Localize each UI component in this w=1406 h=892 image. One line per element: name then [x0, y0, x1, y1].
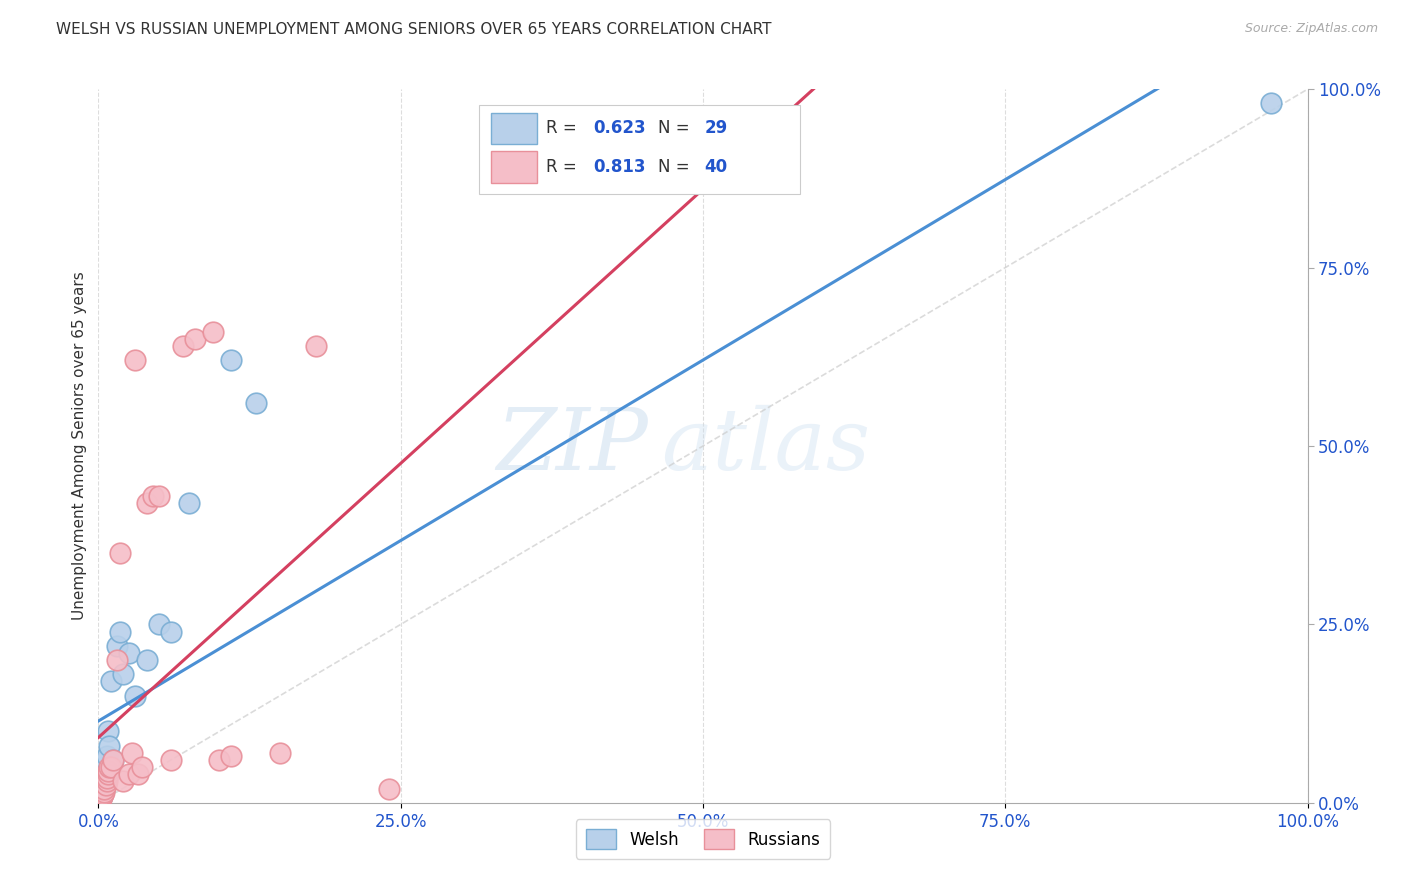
Point: [94, 778, 117, 792]
Point: [142, 489, 165, 503]
Point: [135, 496, 157, 510]
Point: [221, 749, 243, 764]
Point: [90, 790, 112, 805]
Point: [202, 325, 225, 339]
Point: [97, 767, 120, 781]
Legend: Welsh, Russians: Welsh, Russians: [576, 820, 830, 859]
Point: [108, 624, 131, 639]
Point: [96, 771, 118, 785]
Point: [97, 764, 120, 778]
Point: [93, 781, 115, 796]
Point: [89, 791, 111, 805]
Text: N =: N =: [658, 120, 695, 137]
Point: [111, 667, 134, 681]
Point: [100, 674, 122, 689]
Point: [90, 789, 112, 803]
Point: [98, 760, 121, 774]
Point: [135, 653, 157, 667]
Y-axis label: Unemployment Among Seniors over 65 years: Unemployment Among Seniors over 65 years: [72, 272, 87, 620]
Point: [93, 760, 115, 774]
Point: [100, 760, 122, 774]
Text: atlas: atlas: [661, 405, 870, 487]
Point: [90, 790, 112, 805]
Point: [97, 724, 120, 739]
FancyBboxPatch shape: [492, 152, 537, 183]
Point: [118, 646, 141, 660]
Point: [105, 653, 128, 667]
Point: [172, 339, 194, 353]
Point: [160, 624, 183, 639]
Point: [89, 793, 111, 807]
Point: [90, 792, 112, 806]
Point: [131, 760, 153, 774]
Point: [184, 332, 207, 346]
Point: [269, 746, 291, 760]
Point: [90, 789, 112, 803]
Point: [94, 753, 117, 767]
Point: [179, 496, 201, 510]
Point: [124, 689, 146, 703]
Point: [1260, 96, 1282, 111]
Point: [91, 789, 114, 803]
Point: [118, 767, 141, 781]
Point: [101, 753, 124, 767]
Point: [101, 753, 124, 767]
Point: [148, 617, 170, 632]
Point: [221, 353, 243, 368]
Point: [93, 781, 115, 796]
Point: [105, 639, 128, 653]
Point: [127, 767, 149, 781]
Point: [208, 753, 231, 767]
Point: [89, 792, 111, 806]
Point: [91, 785, 114, 799]
Point: [91, 787, 114, 801]
Text: ZIP: ZIP: [496, 405, 648, 487]
FancyBboxPatch shape: [492, 112, 537, 145]
Text: 40: 40: [704, 158, 727, 176]
Text: 0.623: 0.623: [593, 120, 645, 137]
Point: [245, 396, 267, 410]
Text: R =: R =: [546, 120, 582, 137]
Point: [89, 794, 111, 808]
Point: [96, 749, 118, 764]
Text: 0.813: 0.813: [593, 158, 645, 176]
Point: [148, 489, 170, 503]
Point: [121, 746, 143, 760]
Point: [91, 783, 114, 797]
Point: [91, 785, 114, 799]
Point: [124, 353, 146, 368]
Text: N =: N =: [658, 158, 695, 176]
Point: [91, 785, 114, 799]
Point: [91, 783, 114, 797]
Text: R =: R =: [546, 158, 582, 176]
Point: [111, 774, 134, 789]
Point: [93, 785, 115, 799]
FancyBboxPatch shape: [479, 105, 800, 194]
Point: [91, 789, 114, 803]
Point: [305, 339, 328, 353]
Point: [96, 774, 118, 789]
Point: [377, 781, 399, 796]
Point: [98, 739, 121, 753]
Point: [89, 794, 111, 808]
Text: Source: ZipAtlas.com: Source: ZipAtlas.com: [1244, 22, 1378, 36]
Point: [160, 753, 183, 767]
Point: [108, 546, 131, 560]
Text: WELSH VS RUSSIAN UNEMPLOYMENT AMONG SENIORS OVER 65 YEARS CORRELATION CHART: WELSH VS RUSSIAN UNEMPLOYMENT AMONG SENI…: [56, 22, 772, 37]
Text: 29: 29: [704, 120, 727, 137]
Point: [91, 787, 114, 801]
